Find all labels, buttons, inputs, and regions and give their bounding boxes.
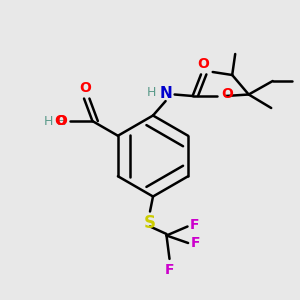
Text: F: F: [190, 218, 200, 232]
Text: O: O: [221, 88, 233, 101]
Text: O: O: [54, 114, 66, 128]
Text: N: N: [159, 85, 172, 100]
Text: H: H: [57, 115, 66, 128]
Text: O: O: [80, 81, 92, 95]
Text: H: H: [147, 86, 157, 100]
Text: O: O: [56, 114, 68, 128]
Text: F: F: [165, 262, 174, 277]
Text: H: H: [44, 115, 53, 128]
Text: F: F: [190, 236, 200, 250]
Text: O: O: [197, 57, 209, 71]
Text: S: S: [144, 214, 156, 232]
